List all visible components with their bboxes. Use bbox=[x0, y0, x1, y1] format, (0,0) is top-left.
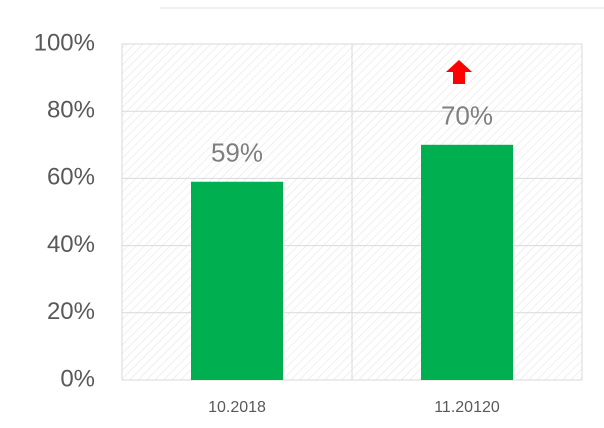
y-tick-label: 0% bbox=[60, 365, 95, 392]
bar bbox=[191, 181, 283, 380]
y-tick-label: 100% bbox=[34, 29, 95, 56]
y-tick-label: 20% bbox=[47, 298, 95, 325]
data-label: 59% bbox=[211, 138, 263, 168]
y-tick-label: 40% bbox=[47, 231, 95, 258]
x-tick-label: 11.20120 bbox=[434, 399, 500, 416]
y-tick-label: 80% bbox=[47, 97, 95, 124]
bar bbox=[421, 144, 513, 380]
y-tick-label: 60% bbox=[47, 164, 95, 191]
up-arrow bbox=[446, 60, 472, 84]
data-label: 70% bbox=[441, 101, 493, 131]
x-tick-label: 10.2018 bbox=[208, 399, 266, 416]
